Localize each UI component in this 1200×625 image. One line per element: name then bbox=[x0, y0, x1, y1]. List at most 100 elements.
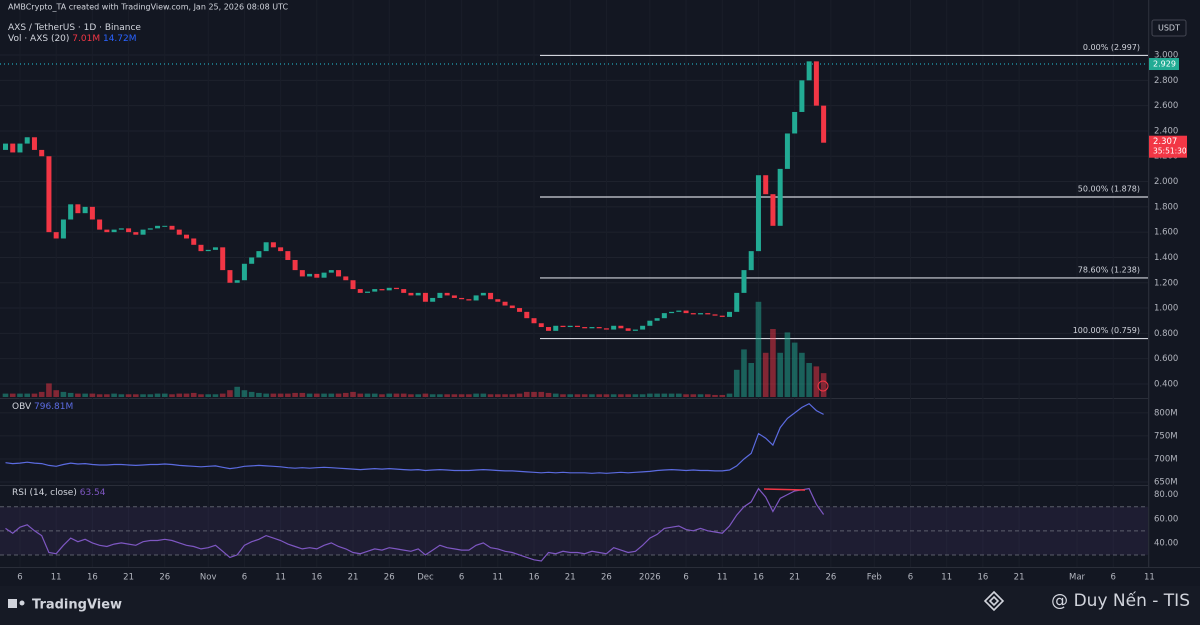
x-tick-label: 16 bbox=[977, 573, 988, 583]
candle-body bbox=[777, 168, 783, 226]
volume-bar bbox=[285, 393, 291, 397]
x-tick-label: 16 bbox=[87, 573, 98, 583]
currency[interactable]: USDT bbox=[1158, 24, 1180, 33]
volume-bar bbox=[147, 394, 154, 397]
candle-body bbox=[640, 325, 646, 330]
candle-body bbox=[488, 292, 494, 300]
volume-bar bbox=[371, 393, 378, 397]
obv-legend: OBV 796.81M bbox=[12, 402, 73, 412]
candle-body bbox=[408, 292, 414, 296]
volume-bar bbox=[292, 392, 298, 397]
candle-body bbox=[719, 315, 725, 317]
volume-bar bbox=[567, 394, 574, 397]
candle-body bbox=[212, 247, 218, 250]
volume-bar bbox=[560, 394, 566, 397]
volume-bar bbox=[386, 393, 393, 397]
volume-legend: Vol · AXS (20) 7.01M 14.72M bbox=[8, 34, 137, 44]
volume-bar bbox=[473, 393, 479, 397]
volume-bar bbox=[813, 366, 820, 397]
y-tick-label: 1.000 bbox=[1154, 304, 1178, 314]
x-tick-label: 6 bbox=[242, 573, 247, 583]
candle-body bbox=[176, 229, 182, 235]
volume-bar bbox=[733, 369, 740, 397]
volume-bar bbox=[777, 352, 783, 397]
candle-body bbox=[444, 292, 450, 296]
volume-bar bbox=[806, 363, 812, 397]
candle-body bbox=[712, 314, 718, 316]
volume-bar bbox=[75, 393, 81, 397]
candle-body bbox=[553, 325, 559, 331]
x-tick-label: Dec bbox=[417, 573, 434, 583]
volume-bar bbox=[719, 394, 726, 397]
candle-body bbox=[524, 311, 530, 319]
candle-body bbox=[698, 313, 704, 315]
candle-body bbox=[10, 143, 16, 153]
vol-value: 7.01M bbox=[72, 34, 100, 44]
fib-label: 0.00% (2.997) bbox=[1083, 43, 1140, 52]
candle-body bbox=[473, 295, 479, 301]
volume-bar bbox=[169, 394, 175, 397]
obv-tick-label: 650M bbox=[1154, 478, 1178, 488]
x-tick-label: 11 bbox=[51, 573, 62, 583]
candle-body bbox=[60, 219, 66, 239]
candle-body bbox=[184, 234, 189, 239]
volume-bar bbox=[799, 352, 805, 397]
volume-bar bbox=[125, 394, 132, 397]
volume-bar bbox=[53, 390, 59, 397]
x-tick-label: Mar bbox=[1069, 573, 1086, 583]
divergence-line bbox=[763, 488, 806, 491]
volume-bar bbox=[603, 394, 610, 397]
volume-bar bbox=[263, 393, 269, 397]
footer-bar bbox=[0, 586, 1200, 625]
volume-bar bbox=[350, 391, 356, 397]
volume-bar bbox=[632, 394, 639, 397]
volume-bar bbox=[104, 394, 110, 397]
volume-bar bbox=[458, 394, 465, 397]
candle-body bbox=[140, 229, 146, 235]
volume-bar bbox=[24, 393, 31, 397]
candle-body bbox=[234, 280, 240, 283]
candle-body bbox=[53, 232, 59, 239]
volume-bar bbox=[219, 393, 226, 397]
volume-bar bbox=[726, 393, 733, 397]
x-tick-label: 16 bbox=[753, 573, 764, 583]
obv-line bbox=[5, 402, 824, 474]
grid bbox=[0, 54, 1148, 556]
volume-bar bbox=[364, 393, 371, 397]
x-tick-label: 11 bbox=[717, 573, 728, 583]
plot bbox=[0, 54, 1148, 562]
x-tick-label: 11 bbox=[492, 573, 503, 583]
volume-bar bbox=[762, 352, 769, 397]
candle-body bbox=[256, 251, 262, 258]
volume-bar bbox=[408, 394, 414, 397]
candle-body bbox=[126, 228, 132, 233]
volume-bar bbox=[415, 394, 421, 397]
candle-body bbox=[625, 328, 631, 331]
volume-bar bbox=[161, 393, 168, 397]
countdown: 35:51:30 bbox=[1153, 147, 1187, 156]
x-tick-label: Nov bbox=[200, 573, 217, 583]
candle-body bbox=[350, 280, 356, 290]
volume-bar bbox=[82, 393, 88, 397]
volume-bar bbox=[190, 392, 197, 397]
volume-bar bbox=[379, 394, 385, 397]
candle-body bbox=[821, 105, 827, 143]
x-tick-label: 21 bbox=[1014, 573, 1025, 583]
candle-body bbox=[198, 244, 204, 252]
x-tick-label: 26 bbox=[384, 573, 395, 583]
volume-bar bbox=[639, 394, 646, 397]
candle-body bbox=[517, 308, 523, 312]
candle-body bbox=[249, 257, 255, 264]
candle-body bbox=[603, 328, 609, 330]
volume-bar bbox=[437, 394, 443, 397]
candle-body bbox=[205, 249, 211, 252]
currency-box[interactable] bbox=[1151, 19, 1187, 37]
candle-body bbox=[661, 313, 667, 319]
x-tick-label: 6 bbox=[908, 573, 913, 583]
y-tick-label: 2.800 bbox=[1154, 76, 1178, 86]
volume-bar bbox=[618, 394, 624, 397]
candle-body bbox=[133, 232, 139, 235]
volume-bar bbox=[487, 394, 494, 397]
candle-body bbox=[799, 80, 805, 112]
volume-bar bbox=[690, 394, 697, 397]
